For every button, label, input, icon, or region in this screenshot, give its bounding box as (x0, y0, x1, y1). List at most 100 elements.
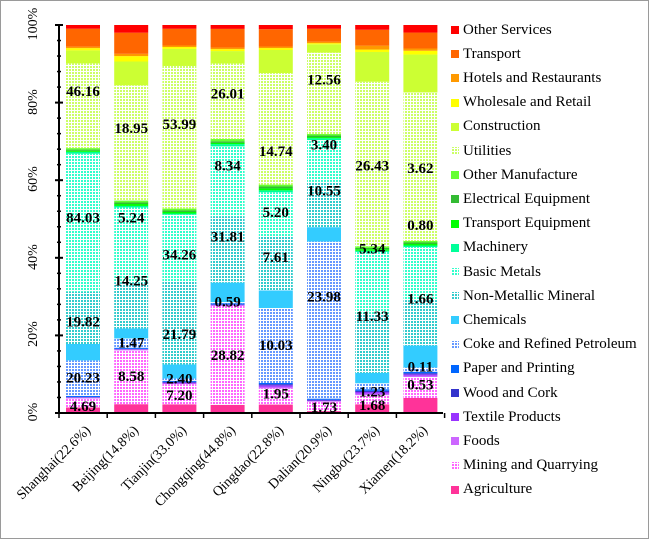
segment-dalian-20-9-utilities (307, 52, 341, 135)
segment-tianjin-33-0-transport (162, 28, 197, 46)
legend-item-paper-and-printing: Paper and Printing (451, 359, 575, 379)
bar-chongqing-44-8 (210, 25, 245, 413)
legend-label: Other Services (463, 21, 552, 38)
segment-chongqing-44-8-utilities (210, 63, 245, 140)
legend-label: Agriculture (463, 481, 533, 498)
segment-xiamen-18-2-chemicals (403, 345, 438, 368)
segment-tianjin-33-0-mining-and-quarrying (162, 384, 197, 405)
data-label: 20.23 (66, 370, 100, 386)
segment-qingdao-22-8-construction (258, 49, 293, 74)
segment-chongqing-44-8-transport-equipment (210, 142, 245, 145)
y-tick-label: 100% (26, 7, 41, 41)
data-label: 8.34 (214, 158, 241, 174)
segment-chongqing-44-8-mining-and-quarrying (210, 305, 245, 405)
legend-item-construction: Construction (451, 117, 541, 137)
legend-swatch (451, 389, 459, 397)
segment-tianjin-33-0-non-metallic-mineral (162, 281, 197, 365)
data-label: 46.16 (66, 84, 100, 100)
segment-beijing-14-8-machinery (114, 205, 149, 208)
segment-tianjin-33-0-construction (162, 48, 197, 66)
segment-xiamen-18-2-utilities (403, 92, 438, 241)
legend-item-chemicals: Chemicals (451, 310, 526, 330)
segment-qingdao-22-8-coke-and-refined-petroleum (258, 308, 293, 384)
segment-tianjin-33-0-basic-metals (162, 214, 197, 282)
legend-label: Textile Products (463, 408, 561, 425)
segment-ningbo-23-7-non-metallic-mineral (355, 313, 390, 373)
segment-beijing-14-8-hotels-and-restaurants (114, 53, 149, 57)
segment-shanghai-22-6-non-metallic-mineral (66, 291, 100, 344)
legend-swatch (451, 437, 459, 446)
legend-swatch (451, 364, 459, 373)
segment-dalian-20-9-electrical-equipment (307, 135, 341, 138)
segment-beijing-14-8-coke-and-refined-petroleum (114, 338, 149, 348)
legend-swatch (451, 74, 459, 83)
segment-ningbo-23-7-coke-and-refined-petroleum (355, 383, 390, 390)
data-label: 5.24 (118, 210, 145, 226)
legend-label: Non-Metallic Mineral (463, 287, 596, 304)
segment-xiamen-18-2-other-manufacture (403, 240, 438, 243)
segment-qingdao-22-8-basic-metals (258, 192, 293, 237)
data-labels-group: 4.69 20.23 19.82 84.03 46.16 8.58 1.47 14.25 5.2… (66, 72, 434, 415)
legend-item-mining-and-quarrying: Mining and Quarrying (451, 456, 598, 476)
legend-swatch (451, 171, 459, 180)
segment-xiamen-18-2-foods (403, 375, 438, 378)
legend-label: Transport Equipment (463, 215, 591, 232)
legend-swatch (451, 98, 459, 107)
segment-beijing-14-8-mining-and-quarrying (114, 350, 149, 405)
legend-item-basic-metals: Basic Metals (451, 262, 541, 282)
segment-beijing-14-8-non-metallic-mineral (114, 282, 149, 329)
segment-shanghai-22-6-coke-and-refined-petroleum (66, 360, 100, 396)
segment-xiamen-18-2-wood-and-cork (403, 373, 438, 375)
segment-tianjin-33-0-agriculture (162, 404, 197, 413)
legend-swatch (451, 219, 459, 228)
segment-dalian-20-9-other-services (307, 25, 341, 29)
legend-item-wood-and-cork: Wood and Cork (451, 383, 558, 403)
segment-ningbo-23-7-agriculture (355, 404, 390, 413)
data-label: 14.74 (259, 144, 293, 160)
segment-tianjin-33-0-other-services (162, 25, 197, 29)
segment-shanghai-22-6-mining-and-quarrying (66, 398, 100, 408)
segment-qingdao-22-8-non-metallic-mineral (258, 236, 293, 291)
legend-item-transport: Transport (451, 44, 521, 64)
segment-ningbo-23-7-electrical-equipment (355, 247, 390, 250)
segment-ningbo-23-7-other-services (355, 25, 390, 30)
data-label: 26.43 (355, 158, 389, 174)
segment-shanghai-22-6-electrical-equipment (66, 149, 100, 151)
legend-item-transport-equipment: Transport Equipment (451, 214, 590, 234)
legend-swatch (451, 50, 459, 59)
y-tick-label: 20% (26, 321, 41, 348)
segment-beijing-14-8-wholesale-and-retail (114, 56, 149, 62)
legend-label: Machinery (463, 239, 528, 256)
y-tick-label: 80% (26, 88, 41, 115)
legend-item-wholesale-and-retail: Wholesale and Retail (451, 93, 591, 113)
segment-ningbo-23-7-utilities (355, 81, 390, 247)
segment-qingdao-22-8-electrical-equipment (258, 186, 293, 189)
segment-beijing-14-8-agriculture (114, 404, 149, 413)
data-label: 1.23 (359, 385, 385, 401)
segment-tianjin-33-0-other-manufacture (162, 208, 197, 211)
segment-qingdao-22-8-utilities (258, 73, 293, 185)
data-label: 1.68 (359, 398, 385, 414)
segment-dalian-20-9-construction (307, 44, 341, 53)
segment-qingdao-22-8-hotels-and-restaurants (258, 46, 293, 49)
data-label: 7.61 (263, 250, 289, 266)
segment-ningbo-23-7-hotels-and-restaurants (355, 45, 390, 50)
data-label: 18.95 (114, 121, 148, 137)
legend-swatch (451, 461, 459, 470)
legend-item-machinery: Machinery (451, 238, 528, 258)
legend-swatch (451, 413, 459, 422)
legend-item-electrical-equipment: Electrical Equipment (451, 189, 590, 209)
segment-shanghai-22-6-transport-equipment (66, 150, 100, 152)
data-label: 23.98 (307, 290, 341, 306)
y-axis (55, 24, 446, 418)
segment-chongqing-44-8-non-metallic-mineral (210, 216, 245, 283)
legend-label: Other Manufacture (463, 166, 578, 183)
y-tick-label: 40% (26, 243, 41, 270)
segment-beijing-14-8-electrical-equipment (114, 202, 149, 205)
legend-label: Basic Metals (463, 263, 541, 280)
segment-beijing-14-8-basic-metals (114, 207, 149, 283)
data-label: 0.53 (407, 377, 433, 393)
segment-dalian-20-9-foods (307, 400, 341, 402)
segment-dalian-20-9-wholesale-and-retail (307, 43, 341, 45)
